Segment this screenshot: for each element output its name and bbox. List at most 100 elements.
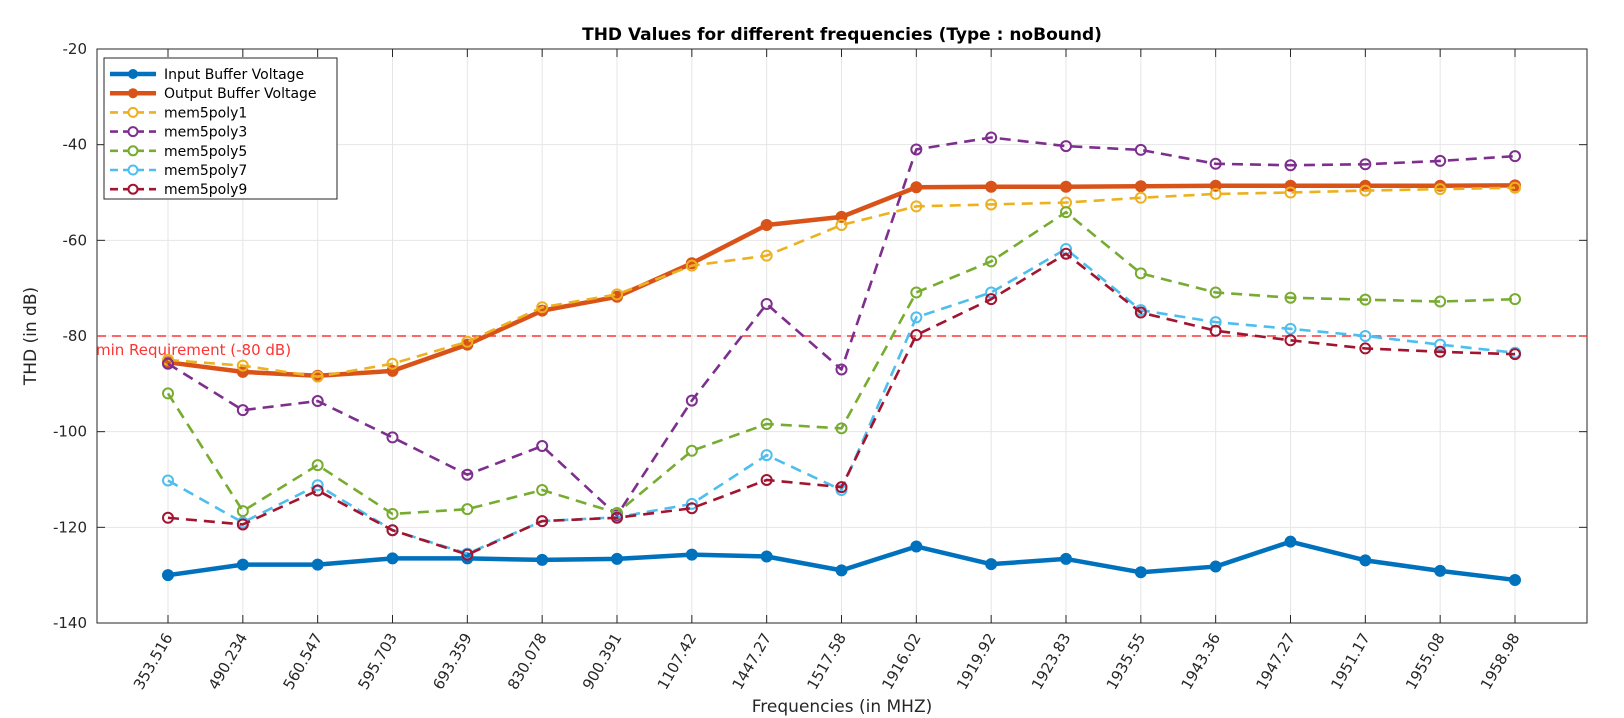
data-point <box>1134 180 1147 193</box>
data-point <box>835 219 848 232</box>
data-point <box>236 404 249 417</box>
data-point <box>236 359 249 372</box>
data-point <box>461 503 474 516</box>
data-point <box>311 459 324 472</box>
data-point <box>835 363 848 376</box>
data-point <box>1509 181 1521 194</box>
data-point <box>1284 535 1297 548</box>
data-point <box>685 259 698 272</box>
data-point <box>1434 564 1447 577</box>
data-point <box>311 558 324 571</box>
series-line <box>167 136 1516 517</box>
data-point <box>1359 342 1372 355</box>
data-point <box>760 249 773 262</box>
data-point <box>536 515 549 528</box>
data-point <box>162 387 174 400</box>
data-point <box>1060 140 1072 153</box>
data-point <box>1434 338 1447 351</box>
legend-marker <box>128 69 138 79</box>
y-tick-label: -60 <box>63 231 88 249</box>
data-point <box>985 180 998 193</box>
data-point <box>1209 187 1222 200</box>
data-point <box>1509 573 1521 586</box>
data-point <box>1509 348 1521 361</box>
data-point <box>760 473 773 486</box>
data-point <box>985 255 998 268</box>
reference-line: min Requirement (-80 dB) <box>96 335 1587 359</box>
legend-marker <box>127 183 139 195</box>
data-point <box>1060 180 1072 193</box>
data-point <box>1359 554 1372 567</box>
data-point <box>386 552 399 565</box>
series-line <box>167 252 1516 556</box>
data-point <box>1209 179 1222 192</box>
series-mem5poly9 <box>162 247 1521 561</box>
data-point <box>1434 183 1447 196</box>
data-point <box>162 511 174 524</box>
legend-marker <box>127 126 139 138</box>
data-point <box>985 198 998 211</box>
data-point <box>461 468 474 481</box>
legend-label: Input Buffer Voltage <box>164 67 304 83</box>
legend-box <box>103 57 338 200</box>
data-point <box>236 558 249 571</box>
data-point <box>760 418 773 431</box>
data-point <box>162 357 174 370</box>
data-point <box>1134 267 1147 280</box>
data-point <box>985 286 998 299</box>
data-point <box>386 431 399 444</box>
series-mem5poly5 <box>162 206 1521 520</box>
data-point <box>611 552 623 565</box>
y-axis-title: THD (in dB) <box>21 287 41 386</box>
data-point <box>611 511 623 524</box>
data-point <box>1284 334 1297 347</box>
data-point <box>835 210 848 223</box>
data-point <box>985 293 998 306</box>
data-point <box>1359 184 1372 197</box>
data-point <box>685 502 698 515</box>
legend-marker <box>127 145 139 157</box>
y-tick-label: -80 <box>63 327 88 345</box>
data-point <box>1359 293 1372 306</box>
legend-marker <box>127 164 139 176</box>
legend-label: mem5poly1 <box>164 105 247 121</box>
data-point <box>311 370 324 383</box>
data-point <box>536 440 549 453</box>
data-point <box>1434 295 1447 308</box>
data-point <box>386 357 399 370</box>
data-point <box>1359 158 1372 171</box>
legend-label: mem5poly3 <box>164 125 247 141</box>
data-point <box>835 422 848 435</box>
series-group <box>162 131 1521 586</box>
data-point <box>1209 286 1222 299</box>
data-point <box>386 507 399 520</box>
series-line <box>166 210 1516 516</box>
series-mem5poly3 <box>162 131 1521 522</box>
data-point <box>685 548 698 561</box>
data-point <box>1134 143 1147 156</box>
data-point <box>760 297 773 310</box>
data-point <box>835 481 848 494</box>
y-tick-label: -100 <box>53 423 87 441</box>
data-point <box>910 181 923 194</box>
legend-label: mem5poly5 <box>164 144 247 160</box>
data-point <box>685 444 698 457</box>
y-tick-label: -40 <box>63 136 88 154</box>
data-point <box>910 200 923 213</box>
data-point <box>461 548 474 561</box>
data-point <box>1509 293 1521 306</box>
data-point <box>835 564 848 577</box>
data-point <box>1284 322 1297 335</box>
legend: Input Buffer Voltage Output Buffer Voltag… <box>103 57 338 200</box>
y-axis-ticks: -140 -120 -100 -80 -60 -40 -20 <box>53 40 1587 632</box>
data-point <box>162 569 174 582</box>
data-point <box>1209 157 1222 170</box>
data-point <box>536 553 549 566</box>
data-point <box>311 479 324 492</box>
data-point <box>236 505 249 518</box>
data-point <box>1060 552 1072 565</box>
data-point <box>910 540 923 553</box>
legend-label: Output Buffer Voltage <box>164 86 317 102</box>
data-point <box>1134 191 1147 204</box>
legend-label: mem5poly9 <box>164 182 247 198</box>
